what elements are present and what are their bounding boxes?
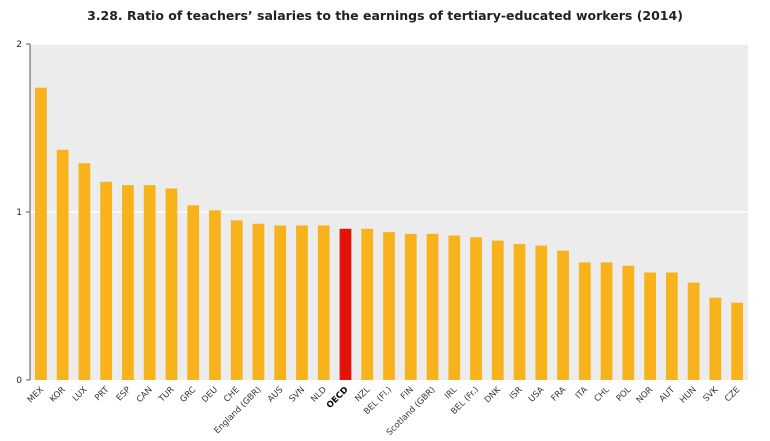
chart-title: 3.28. Ratio of teachers’ salaries to the…	[87, 8, 683, 23]
x-tick-label: ESP	[115, 385, 133, 403]
x-tick-label: SVK	[702, 385, 721, 404]
x-tick-label: CAN	[135, 385, 155, 405]
bar-aus	[274, 225, 287, 380]
x-tick-label: DEU	[200, 385, 220, 405]
x-tick-label: NOR	[635, 385, 656, 406]
bar-mex	[35, 87, 47, 381]
bar-prt	[100, 181, 113, 380]
bar-scotland-gbr	[426, 233, 439, 380]
x-tick-label: FRA	[550, 385, 569, 404]
bar-fra	[557, 250, 569, 380]
x-tick-label: HUN	[678, 385, 698, 405]
x-tick-label: TUR	[157, 385, 177, 405]
x-tick-label: USA	[527, 385, 547, 405]
bar-oecd	[339, 228, 352, 380]
x-tick-label: CZE	[723, 385, 742, 404]
bar-lux	[78, 163, 91, 380]
bar-tur	[165, 188, 178, 380]
bar-can	[143, 185, 156, 380]
bar-nor	[644, 272, 656, 380]
bar-deu	[209, 210, 221, 380]
x-tick-label: CHL	[593, 385, 612, 404]
bar-nzl	[361, 228, 374, 380]
bars	[35, 87, 743, 381]
x-tick-label: AUT	[658, 384, 678, 404]
bar-irl	[448, 235, 461, 380]
x-tick-label: PRT	[93, 384, 112, 403]
x-tick-label: MEX	[26, 385, 46, 405]
bar-che	[230, 220, 243, 380]
x-tick-label: LUX	[71, 385, 90, 404]
bar-svn	[296, 225, 308, 380]
y-tick-label: 0	[16, 376, 22, 386]
bar-fin	[404, 233, 417, 380]
bar-hun	[687, 282, 700, 380]
bar-grc	[187, 205, 200, 380]
x-tick-label: ITA	[574, 385, 590, 401]
x-tick-label: GRC	[178, 385, 198, 405]
x-tick-label: DNK	[483, 385, 503, 405]
bar-dnk	[491, 240, 504, 380]
bar-nld	[317, 225, 330, 380]
bar-usa	[535, 245, 548, 380]
bar-kor	[56, 149, 69, 380]
x-tick-label: OECD	[325, 385, 351, 411]
x-tick-label: IRL	[443, 385, 460, 402]
bar-svk	[709, 297, 722, 380]
x-tick-label: KOR	[48, 385, 68, 405]
bar-pol	[622, 265, 635, 380]
x-tick-label: ISR	[508, 385, 525, 402]
bar-bel-fr	[470, 237, 482, 380]
bar-ita	[578, 262, 591, 380]
bar-esp	[122, 185, 134, 380]
x-tick-label: FIN	[399, 385, 416, 402]
x-tick-label: POL	[615, 385, 634, 404]
x-tick-label: SVN	[288, 385, 308, 405]
x-tick-label: AUS	[266, 385, 285, 404]
bar-chl	[600, 262, 613, 380]
bar-aut	[665, 272, 678, 380]
y-tick-labels: 0 1 2	[16, 40, 30, 386]
bar-bel-fl	[383, 232, 395, 380]
bar-isr	[513, 243, 526, 380]
bar-england-gbr	[252, 223, 265, 380]
bar-cze	[731, 302, 743, 380]
y-tick-label: 2	[16, 40, 22, 50]
y-tick-label: 1	[16, 208, 22, 218]
